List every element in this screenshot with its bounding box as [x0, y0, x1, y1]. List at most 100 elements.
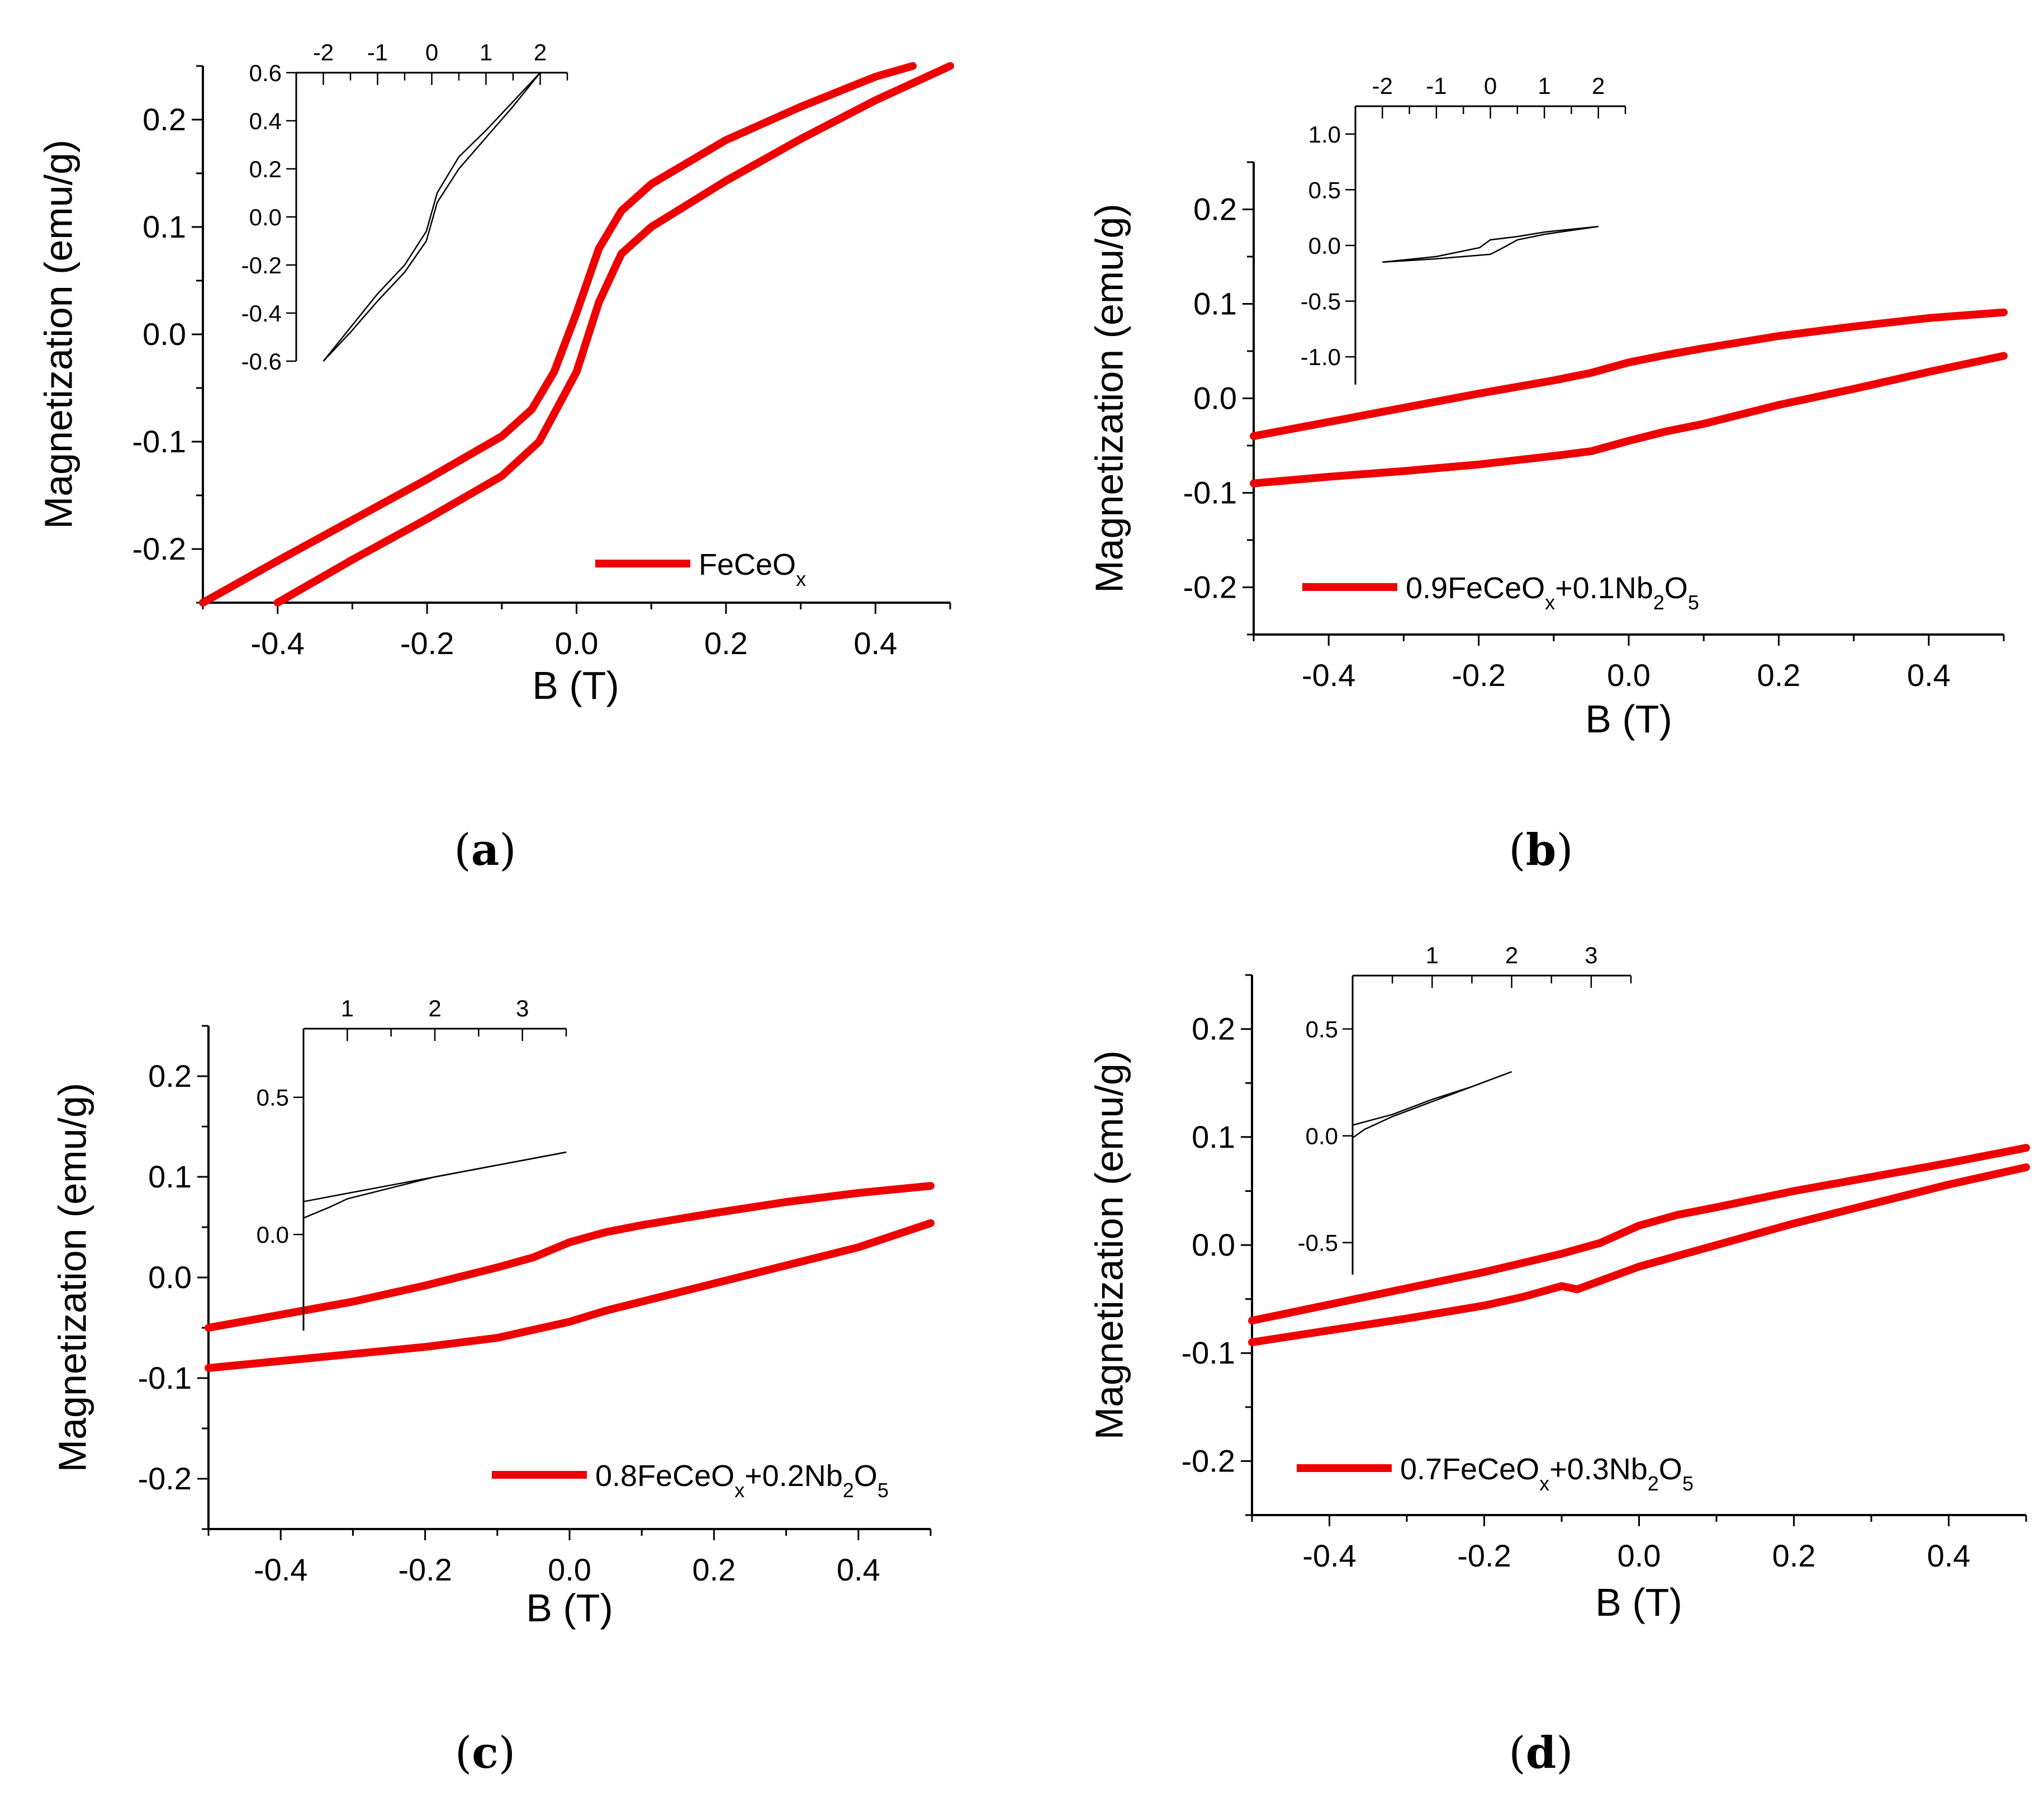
- x-tick-label: 0.4: [1927, 1538, 1971, 1573]
- series-line-lower: [1250, 352, 2008, 488]
- inset-series-line: [1382, 225, 1599, 263]
- y-tick-label: 0.2: [1192, 1011, 1235, 1047]
- inset-series-line: [1382, 225, 1599, 263]
- y-tick-label: -0.1: [132, 424, 187, 459]
- y-tick-label: -0.1: [1183, 475, 1237, 510]
- inset-x-tick-label: 0: [1484, 73, 1497, 99]
- y-tick-label: -0.1: [138, 1360, 192, 1395]
- y-tick-label: 0.2: [148, 1058, 192, 1094]
- inset-x-tick-label: 1: [341, 995, 354, 1021]
- x-tick-label: 0.4: [1907, 657, 1951, 693]
- y-tick-label: 0.0: [1193, 381, 1237, 416]
- inset-y-tick-label: 0.6: [249, 60, 282, 86]
- y-tick-label: 0.0: [148, 1260, 192, 1295]
- y-tick-label: 0.1: [143, 209, 186, 244]
- x-axis-label: B (T): [526, 1586, 613, 1630]
- x-tick-label: 0.2: [692, 1552, 736, 1587]
- x-tick-label: 0.4: [853, 626, 897, 661]
- inset-y-tick-label: 1.0: [1308, 121, 1341, 148]
- inset-x-tick-label: 0: [425, 39, 438, 65]
- inset-y-tick-label: -0.4: [241, 300, 282, 326]
- x-tick-label: 0.2: [704, 626, 748, 661]
- x-tick-label: -0.4: [250, 626, 305, 661]
- chart-panel-a: -0.4 -0.2 0.0 0.2 0.4 -0.2 -0.1 0.0 0.1 0.2 B (T) M…: [36, 39, 954, 707]
- inset-series-line: [323, 72, 541, 362]
- inset-y-tick-label: -0.5: [1298, 1230, 1338, 1256]
- inset-y-tick-label: -1.0: [1301, 344, 1341, 370]
- inset-series-line: [323, 72, 541, 362]
- x-tick-label: -0.4: [254, 1552, 308, 1587]
- y-axis-label: Magnetization (emu/g): [50, 1083, 94, 1472]
- inset-y-tick-label: 0.5: [1308, 177, 1341, 203]
- x-tick-label: -0.2: [1457, 1538, 1511, 1573]
- inset-x-tick-label: -1: [367, 39, 388, 65]
- inset-x-tick-label: 1: [1426, 942, 1439, 968]
- inset-y-tick-label: 0.0: [1306, 1123, 1338, 1149]
- inset-x-tick-label: 2: [534, 39, 547, 65]
- x-axis-label: B (T): [1585, 697, 1672, 741]
- y-tick-label: 0.1: [148, 1159, 192, 1194]
- caption-c: (c): [454, 1728, 516, 1778]
- inset-series-line: [1352, 1071, 1512, 1126]
- x-tick-label: -0.4: [1302, 657, 1356, 693]
- x-tick-label: 0.0: [555, 626, 599, 661]
- x-tick-label: -0.4: [1302, 1538, 1357, 1573]
- y-axis-label: Magnetization (emu/g): [1087, 204, 1131, 593]
- x-tick-label: 0.0: [1607, 657, 1651, 693]
- y-tick-label: 0.0: [143, 316, 186, 352]
- legend-label: 0.8FeCeOx+0.2Nb2O5: [595, 1459, 889, 1502]
- x-tick-label: -0.2: [1452, 657, 1506, 693]
- legend-label: 0.9FeCeOx+0.1Nb2O5: [1406, 571, 1699, 614]
- inset-x-tick-label: 2: [1592, 73, 1605, 99]
- x-tick-label: 0.0: [1618, 1538, 1661, 1573]
- x-tick-label: -0.2: [400, 626, 454, 661]
- inset-x-tick-label: 2: [1505, 942, 1518, 968]
- inset-y-tick-label: -0.2: [241, 252, 282, 278]
- y-tick-label: -0.2: [1183, 570, 1237, 605]
- series-line-lower: [205, 1219, 935, 1372]
- series-line-upper: [205, 1182, 935, 1332]
- series-line-upper: [1248, 1144, 2030, 1325]
- y-axis-label: Magnetization (emu/g): [1087, 1050, 1131, 1440]
- inset-y-tick-label: 0.0: [249, 204, 282, 230]
- series-line-upper: [199, 62, 917, 607]
- series-line-lower: [1248, 1163, 2030, 1346]
- inset-y-tick-label: -0.5: [1301, 288, 1341, 315]
- chart-panel-c: -0.4 -0.2 0.0 0.2 0.4 -0.2 -0.1 0.0 0.1 0.2 B (T) M…: [50, 995, 935, 1630]
- inset-x-tick-label: 2: [428, 995, 441, 1021]
- y-tick-label: 0.2: [1193, 192, 1237, 227]
- legend-label: 0.7FeCeOx+0.3Nb2O5: [1400, 1452, 1694, 1495]
- inset-plot: -2 -1 0 1 2 -0.6 -0.4 -0.2 0.0 0.2 0.4 0.6: [241, 39, 568, 375]
- inset-y-tick-label: 0.2: [249, 156, 282, 182]
- inset-plot: 1 2 3 0.0 0.5: [257, 995, 567, 1331]
- y-tick-label: 0.1: [1193, 286, 1237, 321]
- y-tick-label: 0.2: [143, 102, 186, 137]
- inset-x-tick-label: -2: [1372, 73, 1393, 99]
- y-tick-label: 0.1: [1192, 1119, 1235, 1154]
- y-tick-label: -0.2: [138, 1461, 192, 1496]
- inset-plot: -2 -1 0 1 2 -1.0 -0.5 0.0 0.5 1.0: [1301, 73, 1626, 385]
- y-tick-label: -0.2: [1182, 1443, 1236, 1478]
- inset-x-tick-label: 1: [1538, 73, 1550, 99]
- inset-plot: 1 2 3 -0.5 0.0 0.5: [1298, 942, 1632, 1275]
- inset-y-tick-label: -0.6: [241, 348, 282, 375]
- x-tick-label: 0.0: [548, 1552, 591, 1587]
- inset-series-line: [1352, 1071, 1512, 1139]
- x-tick-label: 0.2: [1757, 657, 1800, 693]
- x-tick-label: 0.2: [1772, 1538, 1816, 1573]
- y-tick-label: 0.0: [1192, 1227, 1235, 1262]
- inset-x-tick-label: -1: [1426, 73, 1447, 99]
- series-line-lower: [273, 62, 954, 607]
- inset-y-tick-label: 0.0: [257, 1222, 289, 1248]
- caption-b: (b): [1509, 825, 1573, 876]
- inset-x-tick-label: 1: [480, 39, 492, 65]
- inset-series-line: [303, 1151, 567, 1219]
- inset-x-tick-label: 3: [516, 995, 529, 1021]
- y-axis-label: Magnetization (emu/g): [36, 140, 80, 529]
- inset-x-tick-label: -2: [313, 39, 334, 65]
- inset-y-tick-label: 0.5: [257, 1085, 289, 1111]
- y-tick-label: -0.2: [132, 531, 187, 566]
- x-axis-label: B (T): [532, 664, 619, 707]
- x-tick-label: -0.2: [398, 1552, 452, 1587]
